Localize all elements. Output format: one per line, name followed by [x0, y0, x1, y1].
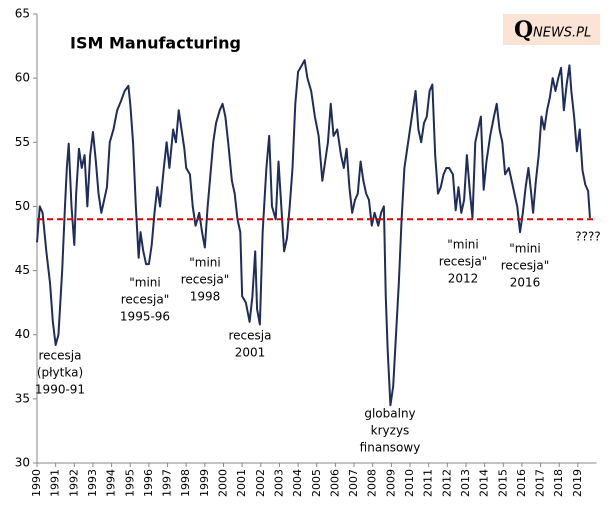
- x-tick-label: 2017: [534, 469, 547, 497]
- y-tick-label: 65: [15, 7, 30, 21]
- x-tick-label: 2018: [552, 469, 565, 497]
- x-tick-label: 1993: [86, 469, 99, 497]
- annotation: recesja": [181, 273, 230, 287]
- annotation: 2001: [235, 346, 266, 360]
- x-tick-label: 2006: [328, 469, 341, 497]
- y-tick-label: 55: [15, 135, 30, 149]
- x-tick-label: 2000: [217, 469, 230, 497]
- annotation: recesja": [439, 255, 488, 269]
- annotation: (płytka): [37, 366, 83, 380]
- data-line: [36, 59, 591, 407]
- x-tick-label: 1995: [123, 469, 136, 497]
- y-tick-label: 50: [15, 199, 30, 213]
- annotation: 1998: [190, 290, 221, 304]
- y-tick-label: 45: [15, 263, 30, 277]
- annotation: recesja": [501, 259, 550, 273]
- x-tick-label: 2005: [310, 469, 323, 497]
- x-tick-label: 2004: [291, 469, 304, 497]
- x-tick-label: 2007: [347, 469, 360, 497]
- x-tick-label: 2015: [496, 469, 509, 497]
- x-tick-label: 2019: [571, 469, 584, 497]
- logo-text: NEWS.PL: [533, 26, 591, 41]
- x-tick-label: 1998: [179, 469, 192, 497]
- x-tick-label: 1991: [49, 469, 62, 497]
- annotation: globalny: [364, 407, 415, 421]
- annotation: recesja: [229, 329, 272, 343]
- y-tick-label: 40: [15, 327, 30, 341]
- annotation: "mini: [129, 276, 160, 290]
- x-tick-label: 2008: [366, 469, 379, 497]
- x-tick-label: 1994: [105, 469, 118, 497]
- x-tick-label: 1999: [198, 469, 211, 497]
- x-tick-label: 1990: [30, 469, 43, 497]
- x-tick-label: 2002: [254, 469, 267, 497]
- x-tick-label: 1996: [142, 469, 155, 497]
- x-tick-label: 2011: [422, 469, 435, 497]
- x-tick-label: 2014: [478, 469, 491, 497]
- annotation: recesja": [121, 293, 170, 307]
- y-tick-label: 35: [15, 391, 30, 405]
- annotation: "mini: [189, 256, 220, 270]
- x-tick-label: 2012: [440, 469, 453, 497]
- chart-title: ISM Manufacturing: [70, 34, 241, 53]
- x-tick-label: 2010: [403, 469, 416, 497]
- annotation: 1990-91: [35, 383, 85, 397]
- x-tick-label: 1992: [67, 469, 80, 497]
- x-tick-label: 1997: [161, 469, 174, 497]
- annotation: recesja: [39, 349, 82, 363]
- annotation: "mini: [509, 242, 540, 256]
- logo-box: [503, 14, 600, 45]
- annotation: ????: [575, 230, 600, 244]
- x-tick-label: 2001: [235, 469, 248, 497]
- logo-mark: Q: [514, 17, 533, 43]
- annotation: 2012: [448, 272, 479, 286]
- annotation: finansowy: [360, 441, 421, 455]
- y-tick-label: 60: [15, 71, 30, 85]
- x-tick-label: 2003: [272, 469, 285, 497]
- annotation: "mini: [447, 238, 478, 252]
- x-tick-label: 2009: [384, 469, 397, 497]
- annotation: 2016: [510, 276, 541, 290]
- y-tick-label: 30: [15, 456, 30, 470]
- x-tick-label: 2016: [515, 469, 528, 497]
- annotation: kryzys: [371, 424, 410, 438]
- annotation: 1995-96: [120, 310, 170, 324]
- x-tick-label: 2013: [459, 469, 472, 497]
